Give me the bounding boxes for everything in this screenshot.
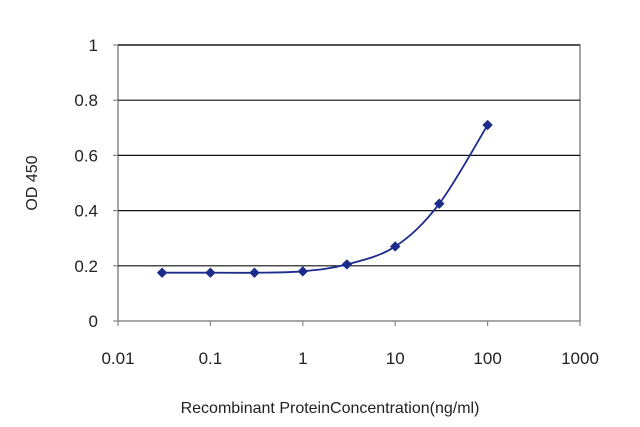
y-axis-title: OD 450 — [24, 155, 41, 210]
data-point-marker — [156, 267, 168, 278]
x-tick-label-0.01: 0.01 — [101, 349, 134, 368]
x-axis-title: Recombinant ProteinConcentration(ng/ml) — [181, 400, 480, 417]
data-point-marker — [341, 259, 353, 270]
y-tick-label-0.6: 0.6 — [74, 146, 98, 165]
x-tick-label-1000: 1000 — [561, 349, 599, 368]
x-tick-label-1: 1 — [298, 349, 307, 368]
x-axis-ticks: 0.01 0.1 1 10 100 1000 — [101, 321, 599, 368]
series-layer — [156, 119, 493, 278]
x-tick-label-10: 10 — [386, 349, 405, 368]
y-tick-label-0.2: 0.2 — [74, 257, 98, 276]
x-tick-label-0.1: 0.1 — [199, 349, 223, 368]
plot-area — [117, 44, 581, 322]
y-tick-label-0.8: 0.8 — [74, 91, 98, 110]
gridlines — [118, 44, 580, 267]
y-tick-label-1: 1 — [89, 36, 98, 55]
data-point-marker — [389, 241, 401, 252]
x-tick-label-100: 100 — [473, 349, 501, 368]
data-point-marker — [434, 198, 445, 209]
data-point-marker — [297, 266, 309, 277]
data-point-marker — [205, 267, 216, 278]
y-tick-label-0: 0 — [89, 312, 98, 331]
data-point-marker — [482, 119, 493, 131]
y-axis-ticks: 0 0.2 0.4 0.6 0.8 1 — [74, 36, 118, 331]
y-tick-label-0.4: 0.4 — [74, 202, 98, 221]
data-point-marker — [249, 267, 260, 278]
